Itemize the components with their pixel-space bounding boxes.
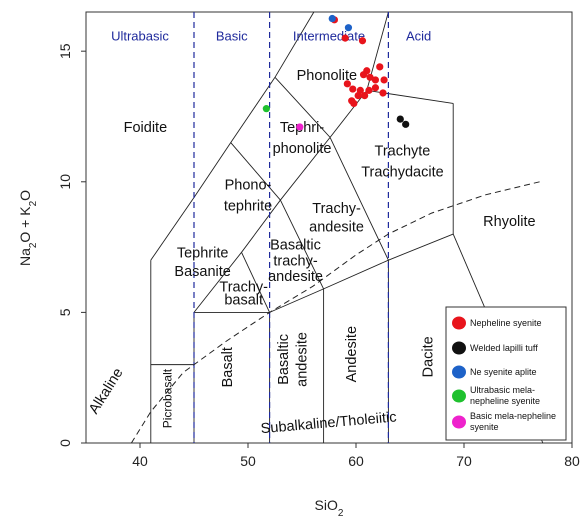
y-axis-title: Na2O + K2O <box>17 190 39 266</box>
field-label: tephrite <box>224 199 272 215</box>
class-label: Ultrabasic <box>111 29 169 44</box>
data-point <box>343 80 351 88</box>
field-boundary-line <box>274 11 315 78</box>
y-tick-label: 0 <box>57 439 73 447</box>
y-tick-label: 15 <box>57 43 73 59</box>
field-label: Trachy- <box>219 279 268 295</box>
vertical-field-label: Dacite <box>421 336 437 377</box>
data-point <box>350 99 358 108</box>
field-label: Trachyte <box>375 144 431 160</box>
data-point <box>376 63 384 71</box>
data-point <box>361 91 369 100</box>
field-boundary-line <box>193 252 242 313</box>
x-tick-label: 40 <box>132 453 148 469</box>
class-label: Basic <box>216 29 248 44</box>
vertical-field-label: andesite <box>294 332 310 387</box>
field-label: andesite <box>309 219 364 235</box>
data-point <box>380 76 388 84</box>
data-point <box>328 14 336 23</box>
field-label: Foidite <box>124 120 168 136</box>
field-label: Trachy- <box>312 201 361 217</box>
data-points <box>262 14 410 131</box>
legend-swatch <box>452 316 466 330</box>
data-point <box>359 71 368 79</box>
field-label: trachy- <box>273 253 317 269</box>
field-label: andesite <box>268 269 323 285</box>
field-label: Rhyolite <box>483 214 535 230</box>
x-axis-title: SiO2 <box>315 497 344 517</box>
data-point <box>396 115 404 123</box>
field-boundary-line <box>241 199 281 253</box>
x-tick-label: 50 <box>240 453 256 469</box>
data-point <box>296 123 304 131</box>
field-label: Tephrite <box>177 246 229 262</box>
legend-label: nepheline syenite <box>470 396 540 406</box>
field-boundary-line <box>274 76 331 138</box>
field-boundary-line <box>269 288 324 313</box>
field-label: phonolite <box>273 141 332 157</box>
data-point <box>344 24 353 32</box>
legend-label: syenite <box>470 422 499 432</box>
alkaline-boundary-curve <box>130 181 540 444</box>
data-point <box>365 86 373 94</box>
y-tick-label: 5 <box>57 308 73 316</box>
legend-box <box>445 306 567 441</box>
legend-swatch <box>452 415 466 429</box>
x-tick-label: 60 <box>348 453 364 469</box>
field-label: Phonolite <box>297 68 357 84</box>
data-point <box>358 37 367 45</box>
silica-class-dividers <box>193 12 389 443</box>
data-point <box>371 84 380 92</box>
legend-label: Basic mela-nepheline <box>470 411 556 421</box>
axes: 40 50 60 70 80 0 5 10 15 SiO2 Na2O + K2O <box>17 43 580 517</box>
data-point <box>366 73 374 81</box>
vertical-field-label: Picrobasalt <box>160 368 174 428</box>
field-boundary-line <box>241 252 271 313</box>
data-point <box>262 105 270 113</box>
data-point <box>402 120 410 128</box>
field-boundary-line <box>230 77 276 143</box>
x-tick-label: 80 <box>564 453 580 469</box>
field-label: Phono- <box>225 178 272 194</box>
field-boundary-line <box>329 90 368 138</box>
legend: Nepheline syenite Welded lapilli tuff Ne s… <box>445 306 567 441</box>
field-boundary-line <box>230 142 281 201</box>
x-tick-label: 70 <box>456 453 472 469</box>
legend-swatch <box>452 389 466 403</box>
data-point <box>379 89 387 97</box>
vertical-field-label: Basaltic <box>276 334 292 385</box>
field-label: basalt <box>224 293 263 309</box>
legend-label: Ne syenite aplite <box>470 367 537 377</box>
legend-label: Nepheline syenite <box>470 318 542 328</box>
data-point <box>356 86 364 94</box>
field-boundary-line <box>388 233 454 261</box>
class-label: Acid <box>406 29 431 44</box>
field-boundary-line <box>280 137 331 201</box>
vertical-field-label: Andesite <box>344 326 360 382</box>
field-boundary-line <box>150 197 195 261</box>
field-label: Basanite <box>174 264 230 280</box>
alkaline-subalkaline-divide <box>130 181 540 444</box>
vertical-field-label: Basalt <box>220 347 236 387</box>
legend-label: Ultrabasic mela- <box>470 385 535 395</box>
field-boundary-line <box>323 259 389 290</box>
field-boundary-line <box>279 199 325 290</box>
field-label: Trachydacite <box>361 165 443 181</box>
class-label: Intermediate <box>293 29 365 44</box>
data-point <box>349 85 357 93</box>
legend-label: Welded lapilli tuff <box>470 343 538 353</box>
y-tick-label: 10 <box>57 174 73 190</box>
data-point <box>371 76 380 84</box>
field-label: Basaltic <box>270 238 321 254</box>
legend-swatch <box>452 365 466 379</box>
field-boundary-line <box>193 142 232 198</box>
data-point <box>341 34 349 42</box>
legend-swatch <box>452 341 466 355</box>
